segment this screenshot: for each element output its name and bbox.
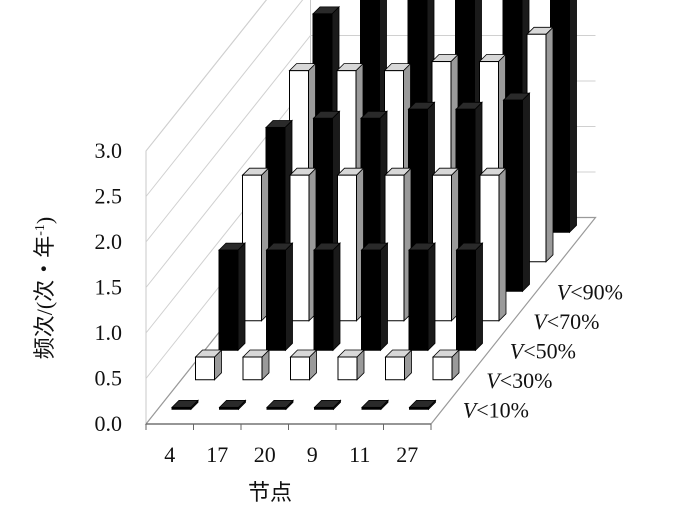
y-tick-label: 1.0	[95, 320, 123, 345]
bar-front	[361, 406, 382, 410]
bar-front	[432, 356, 453, 381]
bar-front	[171, 406, 192, 410]
bar-front	[219, 406, 239, 410]
gridline	[145, 0, 304, 197]
y-axis-label-main: 频次/(次・年	[32, 236, 57, 359]
bar	[218, 242, 246, 352]
x-axis-label: 节点	[248, 480, 292, 505]
bar-front	[313, 249, 334, 351]
bar-front	[314, 406, 334, 410]
bar	[337, 349, 365, 381]
y-tick-label: 2.5	[95, 184, 123, 209]
bar-front	[195, 356, 215, 381]
bar	[408, 399, 437, 411]
x-tick-labels: 4 17 20 9 11 27	[164, 442, 418, 467]
x-tick-label: 4	[164, 442, 175, 467]
bar-side	[569, 0, 577, 234]
x-tick-label: 27	[396, 442, 418, 467]
series-label-variable: V	[510, 338, 526, 363]
series-label-threshold: <10%	[476, 397, 529, 422]
bar	[171, 399, 199, 411]
series-label-variable: V	[533, 309, 549, 334]
y-tick-labels: 0.0 0.5 1.0 1.5 2.0 2.5 3.0	[95, 138, 123, 436]
bar	[361, 399, 389, 411]
bar-front	[337, 356, 358, 381]
series-label: V<50%	[510, 338, 576, 363]
series-label-threshold: <70%	[547, 309, 600, 334]
bar-side	[545, 26, 554, 263]
series-label-threshold: <30%	[500, 368, 553, 393]
bar-side	[285, 242, 293, 352]
bar	[360, 242, 389, 352]
bar-front	[266, 406, 287, 410]
bar	[265, 242, 294, 352]
bar	[313, 399, 342, 411]
bar-front	[218, 249, 239, 351]
bar-side	[237, 242, 246, 352]
x-tick-label: 9	[307, 442, 318, 467]
bar	[266, 399, 294, 411]
y-axis-label-sup: -1	[33, 224, 48, 236]
series-label-threshold: <90%	[570, 279, 623, 304]
bar-front	[385, 356, 405, 381]
x-tick-label: 11	[349, 442, 370, 467]
y-axis-label-close: )	[32, 217, 57, 224]
bar-front	[290, 356, 310, 381]
bar-side	[522, 92, 530, 293]
bar	[289, 167, 317, 322]
x-tick-label: 17	[206, 442, 228, 467]
y-tick-label: 0.5	[95, 366, 123, 391]
series-label: V<90%	[557, 279, 623, 304]
bar-side	[475, 242, 483, 352]
bar-front	[409, 406, 429, 410]
series-label-variable: V	[557, 279, 573, 304]
bar	[194, 349, 223, 381]
series-label: V<70%	[533, 309, 599, 334]
bar-front	[408, 249, 429, 351]
series-label-threshold: <50%	[523, 338, 576, 363]
bar	[550, 0, 577, 234]
bar	[432, 349, 460, 381]
bar	[455, 242, 484, 352]
y-axis-label: 频次/(次・年-1)	[32, 217, 57, 359]
bar	[384, 167, 412, 322]
bar-side	[427, 242, 436, 352]
bars	[171, 0, 577, 411]
gridline	[145, 35, 596, 243]
series-label-variable: V	[463, 397, 479, 422]
series-label: V<30%	[486, 368, 552, 393]
bar	[431, 167, 460, 322]
y-tick-label: 0.0	[95, 411, 123, 436]
bar-front	[242, 356, 263, 381]
y-tick-label: 2.0	[95, 229, 123, 254]
bar	[502, 92, 531, 293]
gridline	[145, 0, 267, 152]
bar	[408, 242, 436, 352]
bar-side	[498, 167, 507, 322]
bar	[241, 167, 270, 322]
bar	[242, 349, 270, 381]
series-labels: V<10%V<30%V<50%V<70%V<90%	[463, 279, 623, 422]
bar-front	[361, 249, 381, 351]
y-tick-label: 1.5	[95, 275, 123, 300]
bar-front	[266, 249, 286, 351]
x-tick-label: 20	[254, 442, 276, 467]
bar-front	[456, 249, 476, 351]
series-label: V<10%	[463, 397, 529, 422]
series-label-variable: V	[486, 368, 502, 393]
bar	[479, 167, 507, 322]
bar	[218, 399, 247, 411]
bar-side	[332, 242, 341, 352]
bar-side	[380, 242, 388, 352]
bar	[526, 26, 554, 263]
y-tick-label: 3.0	[95, 138, 123, 163]
bar	[384, 349, 413, 381]
bar	[289, 349, 318, 381]
bar	[336, 167, 365, 322]
bar	[313, 242, 341, 352]
